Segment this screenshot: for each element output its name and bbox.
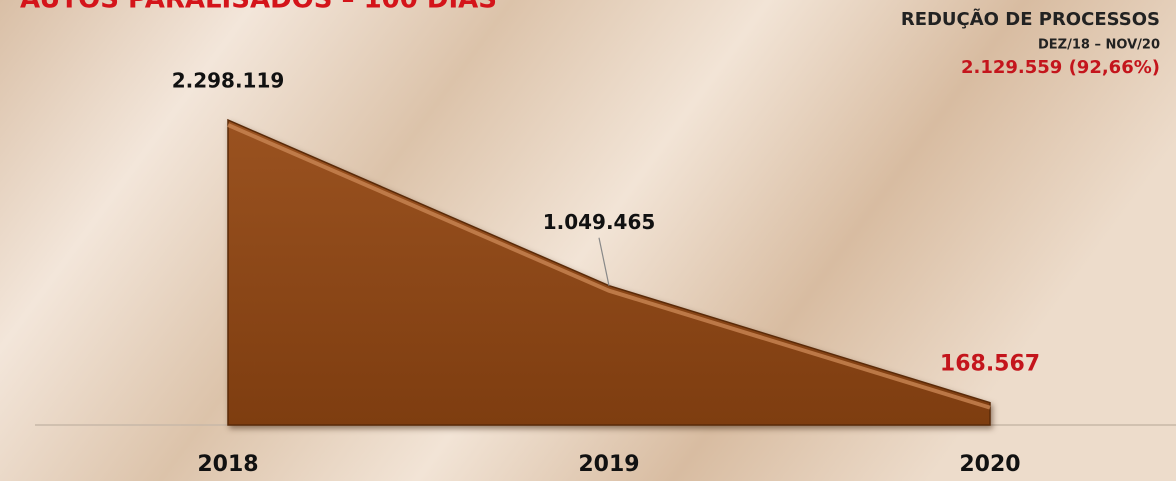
data-label: 168.567 [940, 352, 1040, 377]
annotation: 2.129.559 (92,66%) [961, 57, 1160, 78]
leader-line [598, 237, 610, 286]
annotation: DEZ/18 – NOV/20 [1038, 38, 1160, 53]
data-label: 1.049.465 [543, 210, 656, 234]
data-label: 2.298.119 [172, 69, 285, 93]
x-tick-label: 2020 [959, 452, 1020, 477]
chart-title: AUTOS PARALISADOS – 100 DIAS [20, 0, 497, 15]
x-tick-label: 2019 [578, 452, 639, 477]
x-tick-label: 2018 [197, 452, 258, 477]
annotation: REDUÇÃO DE PROCESSOS [901, 7, 1160, 30]
area-highlight [227, 123, 991, 410]
